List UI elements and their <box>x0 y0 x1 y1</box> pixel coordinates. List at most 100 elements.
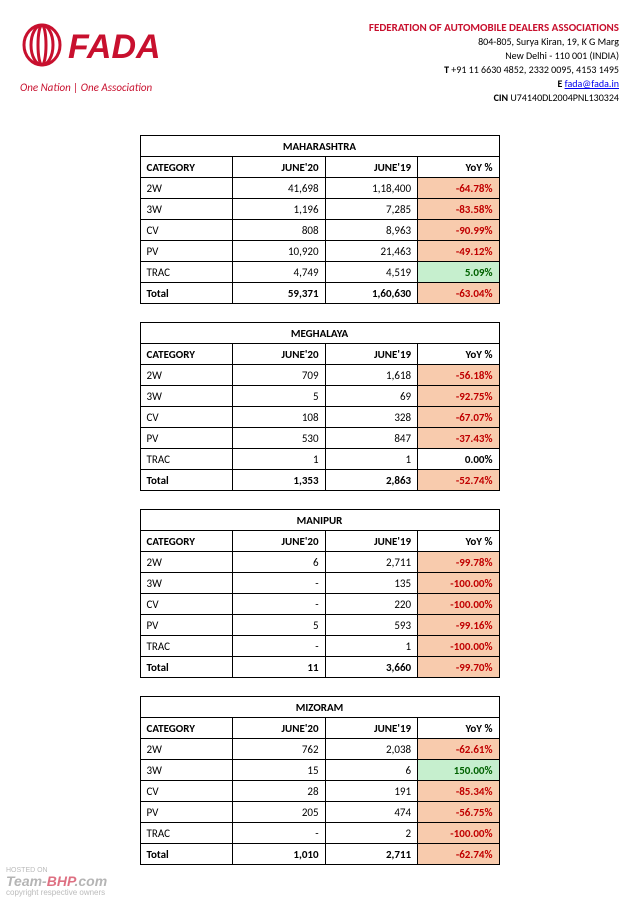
col-june19: JUNE'19 <box>325 344 418 365</box>
june19-cell: 8,963 <box>325 220 418 241</box>
state-table: MANIPUR CATEGORY JUNE'20 JUNE'19 YoY % 2… <box>140 509 500 678</box>
col-june19: JUNE'19 <box>325 531 418 552</box>
yoy-cell: -100.00% <box>418 594 499 615</box>
june20-cell: - <box>233 636 326 657</box>
category-cell: PV <box>140 802 233 823</box>
fada-logo: FADA <box>20 20 200 70</box>
table-row: 2W 762 2,038 -62.61% <box>140 739 499 760</box>
watermark: HOSTED ON Team-BHP.com copyright respect… <box>6 867 107 897</box>
table-row: 2W 41,698 1,18,400 -64.78% <box>140 178 499 199</box>
total-june20: 1,353 <box>233 470 326 491</box>
table-row: TRAC - 2 -100.00% <box>140 823 499 844</box>
june20-cell: 4,749 <box>233 262 326 283</box>
june19-cell: 474 <box>325 802 418 823</box>
yoy-cell: -67.07% <box>418 407 499 428</box>
total-june19: 3,660 <box>325 657 418 678</box>
state-table: MEGHALAYA CATEGORY JUNE'20 JUNE'19 YoY %… <box>140 322 500 491</box>
total-yoy: -62.74% <box>418 844 499 865</box>
col-category: CATEGORY <box>140 718 233 739</box>
state-title: MIZORAM <box>140 697 499 718</box>
table-row: CV 108 328 -67.07% <box>140 407 499 428</box>
category-cell: 2W <box>140 739 233 760</box>
total-label: Total <box>140 844 233 865</box>
total-row: Total 11 3,660 -99.70% <box>140 657 499 678</box>
yoy-cell: -49.12% <box>418 241 499 262</box>
june19-cell: 1 <box>325 636 418 657</box>
yoy-cell: 150.00% <box>418 760 499 781</box>
table-row: 3W 1,196 7,285 -83.58% <box>140 199 499 220</box>
col-yoy: YoY % <box>418 344 499 365</box>
june20-cell: 108 <box>233 407 326 428</box>
yoy-cell: -100.00% <box>418 573 499 594</box>
category-cell: TRAC <box>140 823 233 844</box>
june20-cell: 530 <box>233 428 326 449</box>
category-cell: PV <box>140 428 233 449</box>
total-yoy: -99.70% <box>418 657 499 678</box>
june20-cell: 15 <box>233 760 326 781</box>
org-info: FEDERATION OF AUTOMOBILE DEALERS ASSOCIA… <box>369 20 619 105</box>
category-cell: TRAC <box>140 449 233 470</box>
yoy-cell: -56.18% <box>418 365 499 386</box>
june20-cell: 6 <box>233 552 326 573</box>
col-yoy: YoY % <box>418 718 499 739</box>
june19-cell: 593 <box>325 615 418 636</box>
june19-cell: 135 <box>325 573 418 594</box>
total-row: Total 59,371 1,60,630 -63.04% <box>140 283 499 304</box>
total-yoy: -52.74% <box>418 470 499 491</box>
table-row: PV 530 847 -37.43% <box>140 428 499 449</box>
total-june20: 59,371 <box>233 283 326 304</box>
col-category: CATEGORY <box>140 531 233 552</box>
yoy-cell: 0.00% <box>418 449 499 470</box>
category-cell: TRAC <box>140 636 233 657</box>
june20-cell: 762 <box>233 739 326 760</box>
table-row: CV 28 191 -85.34% <box>140 781 499 802</box>
june20-cell: - <box>233 594 326 615</box>
yoy-cell: -85.34% <box>418 781 499 802</box>
category-cell: CV <box>140 407 233 428</box>
june19-cell: 4,519 <box>325 262 418 283</box>
col-june20: JUNE'20 <box>233 531 326 552</box>
category-cell: CV <box>140 781 233 802</box>
june20-cell: 205 <box>233 802 326 823</box>
june19-cell: 2,038 <box>325 739 418 760</box>
june19-cell: 1,18,400 <box>325 178 418 199</box>
category-cell: CV <box>140 220 233 241</box>
yoy-cell: -100.00% <box>418 636 499 657</box>
document-header: FADA One Nation | One Association FEDERA… <box>20 20 619 105</box>
category-cell: 3W <box>140 386 233 407</box>
yoy-cell: -64.78% <box>418 178 499 199</box>
june20-cell: 808 <box>233 220 326 241</box>
col-june20: JUNE'20 <box>233 157 326 178</box>
category-cell: 3W <box>140 760 233 781</box>
category-cell: 2W <box>140 178 233 199</box>
table-row: PV 5 593 -99.16% <box>140 615 499 636</box>
address-line-2: New Delhi - 110 001 (INDIA) <box>369 49 619 63</box>
category-cell: 3W <box>140 573 233 594</box>
org-title: FEDERATION OF AUTOMOBILE DEALERS ASSOCIA… <box>369 20 619 35</box>
logo-block: FADA One Nation | One Association <box>20 20 220 94</box>
table-row: PV 10,920 21,463 -49.12% <box>140 241 499 262</box>
total-label: Total <box>140 470 233 491</box>
june19-cell: 328 <box>325 407 418 428</box>
yoy-cell: -62.61% <box>418 739 499 760</box>
category-cell: 2W <box>140 365 233 386</box>
total-yoy: -63.04% <box>418 283 499 304</box>
category-cell: TRAC <box>140 262 233 283</box>
email-link[interactable]: fada@fada.in <box>565 77 619 90</box>
col-june19: JUNE'19 <box>325 157 418 178</box>
table-row: 3W 15 6 150.00% <box>140 760 499 781</box>
total-row: Total 1,010 2,711 -62.74% <box>140 844 499 865</box>
table-row: TRAC 4,749 4,519 5.09% <box>140 262 499 283</box>
col-june20: JUNE'20 <box>233 718 326 739</box>
table-row: PV 205 474 -56.75% <box>140 802 499 823</box>
june20-cell: 28 <box>233 781 326 802</box>
col-category: CATEGORY <box>140 344 233 365</box>
june19-cell: 191 <box>325 781 418 802</box>
phone-line: T +91 11 6630 4852, 2332 0095, 4153 1495 <box>369 63 619 77</box>
yoy-cell: 5.09% <box>418 262 499 283</box>
category-cell: 3W <box>140 199 233 220</box>
total-row: Total 1,353 2,863 -52.74% <box>140 470 499 491</box>
june20-cell: - <box>233 573 326 594</box>
total-june19: 2,863 <box>325 470 418 491</box>
state-title: MANIPUR <box>140 510 499 531</box>
